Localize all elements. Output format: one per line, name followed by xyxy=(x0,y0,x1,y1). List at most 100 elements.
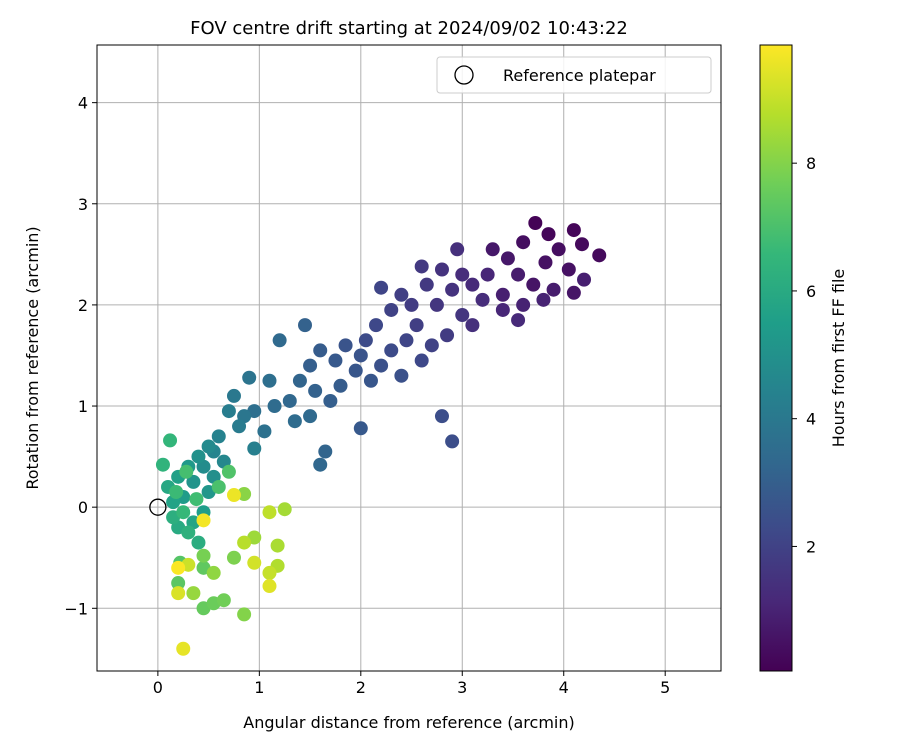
colorbar-tick-label: 2 xyxy=(806,537,816,556)
data-point xyxy=(287,414,302,429)
data-point xyxy=(528,215,543,230)
data-point xyxy=(318,444,333,459)
data-point xyxy=(308,383,323,398)
data-point xyxy=(272,333,287,348)
data-point xyxy=(526,277,541,292)
data-point xyxy=(353,348,368,363)
data-point xyxy=(206,565,221,580)
data-point xyxy=(237,607,252,622)
data-point xyxy=(262,565,277,580)
data-point xyxy=(171,586,186,601)
legend: Reference platepar xyxy=(436,56,712,94)
data-point xyxy=(450,242,465,257)
data-point xyxy=(455,267,470,282)
data-point xyxy=(538,255,553,270)
colorbar-label: Hours from first FF file xyxy=(829,269,848,448)
data-point xyxy=(179,464,194,479)
x-tick-label: 3 xyxy=(457,678,467,697)
data-point xyxy=(434,409,449,424)
colorbar-tick-label: 4 xyxy=(806,410,816,429)
data-point xyxy=(191,535,206,550)
data-point xyxy=(262,579,277,594)
data-point xyxy=(333,378,348,393)
data-point xyxy=(176,505,191,520)
x-tick-label: 0 xyxy=(153,678,163,697)
data-point xyxy=(541,227,556,242)
x-axis-label: Angular distance from reference (arcmin) xyxy=(243,713,574,732)
data-point xyxy=(292,373,307,388)
data-point xyxy=(163,433,178,448)
y-tick-label: 0 xyxy=(78,498,88,517)
data-points xyxy=(155,215,607,656)
data-point xyxy=(226,550,241,565)
data-point xyxy=(394,368,409,383)
data-point xyxy=(374,280,389,295)
y-tick-label: 3 xyxy=(78,195,88,214)
chart-title: FOV centre drift starting at 2024/09/02 … xyxy=(190,18,628,39)
data-point xyxy=(369,318,384,333)
x-tick-label: 5 xyxy=(660,678,670,697)
data-point xyxy=(189,492,204,507)
grid-lines xyxy=(97,45,721,671)
data-point xyxy=(404,297,419,312)
data-point xyxy=(267,399,282,414)
data-point xyxy=(358,333,373,348)
data-point xyxy=(211,479,226,494)
data-point xyxy=(419,277,434,292)
data-point xyxy=(574,237,589,252)
colorbar-tick-label: 8 xyxy=(806,154,816,173)
data-point xyxy=(181,525,196,540)
legend-box xyxy=(436,56,712,94)
data-point xyxy=(495,287,510,302)
data-point xyxy=(226,388,241,403)
data-point xyxy=(561,262,576,277)
data-point xyxy=(592,248,607,263)
data-point xyxy=(186,586,201,601)
data-point xyxy=(303,409,318,424)
x-tick-label: 4 xyxy=(559,678,569,697)
data-point xyxy=(394,287,409,302)
data-point xyxy=(445,434,460,449)
colorbar-tick-label: 6 xyxy=(806,282,816,301)
data-point xyxy=(277,502,292,517)
data-point xyxy=(363,373,378,388)
data-point xyxy=(169,484,184,499)
data-point xyxy=(232,419,247,434)
data-point xyxy=(409,318,424,333)
data-point xyxy=(566,223,581,238)
axes-frame xyxy=(96,44,722,672)
data-point xyxy=(303,358,318,373)
data-point xyxy=(495,302,510,317)
data-point xyxy=(221,464,236,479)
data-point xyxy=(465,277,480,292)
y-tick-label: 4 xyxy=(78,94,88,113)
data-point xyxy=(171,560,186,575)
data-point xyxy=(546,282,561,297)
data-point xyxy=(262,505,277,520)
data-point xyxy=(424,338,439,353)
data-point xyxy=(313,457,328,472)
data-point xyxy=(500,251,515,266)
data-point xyxy=(196,513,211,528)
data-point xyxy=(516,235,531,250)
data-point xyxy=(384,343,399,358)
data-point xyxy=(348,363,363,378)
x-tick-label: 1 xyxy=(254,678,264,697)
y-tick-label: 2 xyxy=(78,296,88,315)
data-point xyxy=(262,373,277,388)
data-point xyxy=(353,421,368,436)
data-point xyxy=(186,474,201,489)
data-point xyxy=(455,308,470,323)
y-tick-label: −1 xyxy=(64,599,88,618)
data-point xyxy=(511,313,526,328)
data-point xyxy=(323,393,338,408)
y-axis-label: Rotation from reference (arcmin) xyxy=(23,226,42,489)
data-point xyxy=(445,282,460,297)
y-tick-label: 1 xyxy=(78,397,88,416)
data-point xyxy=(237,487,252,502)
data-point xyxy=(338,338,353,353)
data-point xyxy=(399,333,414,348)
data-point xyxy=(374,358,389,373)
data-point xyxy=(226,488,241,503)
data-point xyxy=(434,262,449,277)
